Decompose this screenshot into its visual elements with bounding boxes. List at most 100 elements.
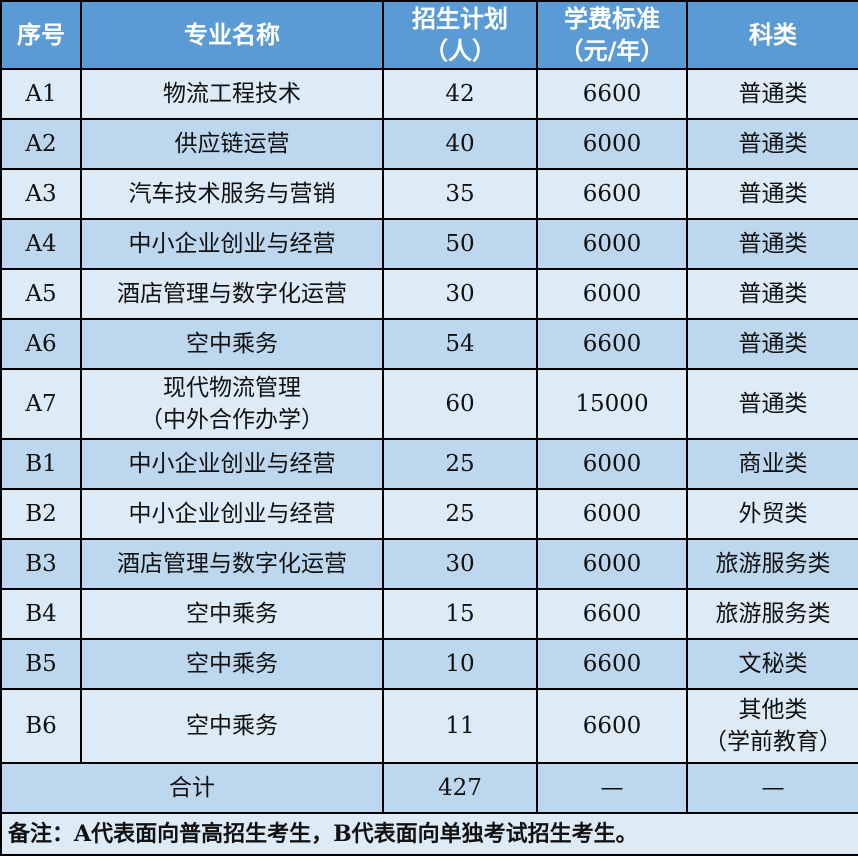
- cell-text-line: 序号: [17, 21, 65, 49]
- cell-text-line: 旅游服务类: [715, 551, 831, 577]
- cell-major: 供应链运营: [80, 118, 384, 170]
- table-row: A2 供应链运营 40 6000 普通类: [0, 118, 858, 170]
- cell-id: A1: [0, 68, 82, 120]
- table-row: A1 物流工程技术 42 6600 普通类: [0, 68, 858, 120]
- table-row: A3 汽车技术服务与营销 35 6600 普通类: [0, 168, 858, 220]
- cell-id: B4: [0, 588, 82, 640]
- cell-text-line: 文秘类: [738, 651, 808, 677]
- cell-plan: 30: [382, 268, 538, 320]
- cell-plan: 11: [382, 688, 538, 764]
- cell-plan: 15: [382, 588, 538, 640]
- cell-major: 汽车技术服务与营销: [80, 168, 384, 220]
- cell-fee: 6000: [536, 438, 688, 490]
- table-row: B5 空中乘务 10 6600 文秘类: [0, 638, 858, 690]
- cell-plan: 50: [382, 218, 538, 270]
- table-row: A4 中小企业创业与经营 50 6000 普通类: [0, 218, 858, 270]
- total-row: 合计 427— —: [0, 762, 858, 814]
- cell-id: A6: [0, 318, 82, 370]
- cell-text-line: 普通类: [738, 391, 808, 417]
- total-category: —: [686, 762, 858, 814]
- cell-id: A3: [0, 168, 82, 220]
- cell-text-line: 商业类: [738, 451, 808, 477]
- cell-fee: 6600: [536, 588, 688, 640]
- table-row: B2 中小企业创业与经营 25 6000 外贸类: [0, 488, 858, 540]
- cell-text-line: 招生计划: [412, 5, 508, 33]
- cell-category: 文秘类: [686, 638, 858, 690]
- table-row: A7 现代物流管理 （中外合作办学） 60 15000 普通类: [0, 368, 858, 440]
- cell-major: 空中乘务: [80, 688, 384, 764]
- header-major: 专业名称: [80, 0, 384, 70]
- cell-text-line: 空中乘务: [186, 651, 278, 677]
- cell-major: 中小企业创业与经营: [80, 218, 384, 270]
- header-id: 序号: [0, 0, 82, 70]
- table-row: A5 酒店管理与数字化运营 30 6000 普通类: [0, 268, 858, 320]
- cell-fee: 6000: [536, 218, 688, 270]
- cell-fee: 6600: [536, 318, 688, 370]
- cell-category: 旅游服务类: [686, 588, 858, 640]
- cell-plan: 35: [382, 168, 538, 220]
- cell-text-line: 专业名称: [184, 21, 280, 49]
- cell-plan: 10: [382, 638, 538, 690]
- cell-text-line: 其他类: [738, 697, 808, 723]
- cell-text-line: 普通类: [738, 181, 808, 207]
- cell-text-line: 学费标准: [564, 5, 660, 33]
- cell-text-line: 科类: [749, 21, 797, 49]
- table-row: A6 空中乘务 54 6600 普通类: [0, 318, 858, 370]
- cell-major: 空中乘务: [80, 318, 384, 370]
- cell-text-line: 供应链运营: [174, 131, 290, 157]
- cell-text-line: 酒店管理与数字化运营: [117, 551, 347, 577]
- cell-plan: 42: [382, 68, 538, 120]
- cell-text-line: （人）: [424, 37, 496, 65]
- cell-id: A2: [0, 118, 82, 170]
- cell-plan: 25: [382, 438, 538, 490]
- cell-plan: 54: [382, 318, 538, 370]
- cell-text-line: 普通类: [738, 231, 808, 257]
- header-fee: 学费标准 （元/年）: [536, 0, 688, 70]
- cell-id: B2: [0, 488, 82, 540]
- cell-id: B6: [0, 688, 82, 764]
- header-row: 序号 专业名称 招生计划 （人） 学费标准 （元/年） 科类: [0, 0, 858, 70]
- cell-text-line: 物流工程技术: [163, 81, 301, 107]
- cell-major: 现代物流管理 （中外合作办学）: [80, 368, 384, 440]
- total-plan: 427: [382, 762, 538, 814]
- cell-text-line: （中外合作办学）: [140, 407, 324, 433]
- cell-fee: 6000: [536, 538, 688, 590]
- cell-fee: 6000: [536, 118, 688, 170]
- cell-fee: 6600: [536, 688, 688, 764]
- cell-text-line: 空中乘务: [186, 713, 278, 739]
- cell-major: 空中乘务: [80, 638, 384, 690]
- cell-category: 旅游服务类: [686, 538, 858, 590]
- cell-fee: 6600: [536, 168, 688, 220]
- cell-category: 普通类: [686, 218, 858, 270]
- cell-text-line: 旅游服务类: [715, 601, 831, 627]
- cell-id: A7: [0, 368, 82, 440]
- cell-major: 空中乘务: [80, 588, 384, 640]
- table-row: B3 酒店管理与数字化运营 30 6000 旅游服务类: [0, 538, 858, 590]
- note-row: 备注：A代表面向普高招生考生，B代表面向单独考试招生考生。: [0, 812, 858, 856]
- cell-text-line: 汽车技术服务与营销: [128, 181, 336, 207]
- header-category: 科类: [686, 0, 858, 70]
- cell-major: 酒店管理与数字化运营: [80, 268, 384, 320]
- cell-text-line: 外贸类: [738, 501, 808, 527]
- cell-major: 物流工程技术: [80, 68, 384, 120]
- cell-text-line: 普通类: [738, 331, 808, 357]
- cell-id: B5: [0, 638, 82, 690]
- total-fee: —: [536, 762, 688, 814]
- cell-text-line: 普通类: [738, 81, 808, 107]
- cell-fee: 6600: [536, 68, 688, 120]
- cell-text-line: 现代物流管理: [163, 375, 301, 401]
- cell-major: 酒店管理与数字化运营: [80, 538, 384, 590]
- cell-text-line: （元/年）: [559, 37, 665, 65]
- cell-text-line: 普通类: [738, 281, 808, 307]
- cell-text-line: 普通类: [738, 131, 808, 157]
- cell-plan: 25: [382, 488, 538, 540]
- cell-fee: 15000: [536, 368, 688, 440]
- cell-id: A5: [0, 268, 82, 320]
- table-row: B4 空中乘务 15 6600 旅游服务类: [0, 588, 858, 640]
- cell-text-line: 酒店管理与数字化运营: [117, 281, 347, 307]
- cell-category: 商业类: [686, 438, 858, 490]
- cell-major: 中小企业创业与经营: [80, 438, 384, 490]
- cell-category: 外贸类: [686, 488, 858, 540]
- cell-id: A4: [0, 218, 82, 270]
- cell-text-line: 中小企业创业与经营: [128, 231, 336, 257]
